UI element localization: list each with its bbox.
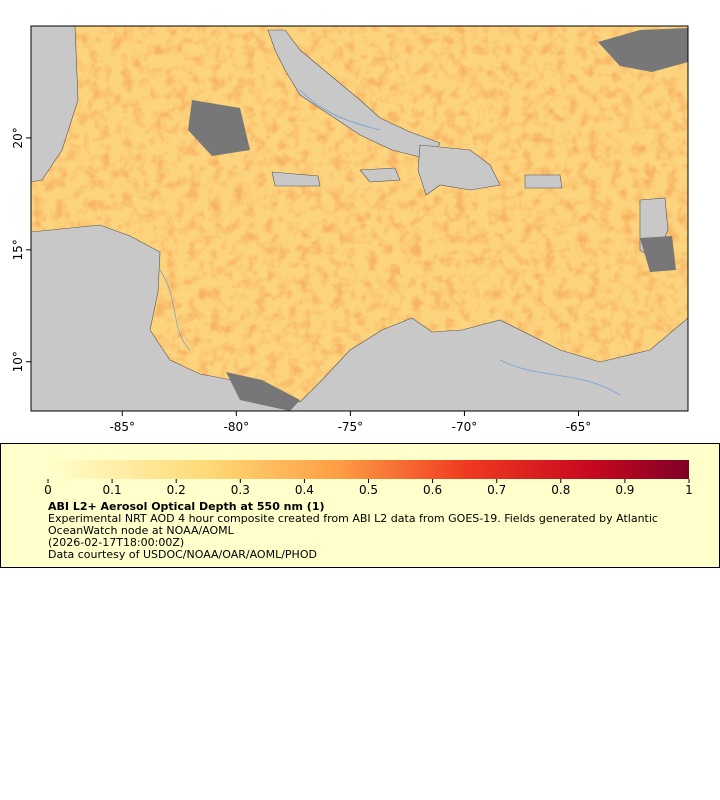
y-tick-label: 15° <box>11 239 25 260</box>
map: -85° -80° -75° -70° -65° 10° 15° 20° <box>11 25 689 434</box>
colorbar-tick-label: 0.1 <box>103 483 122 497</box>
colorbar-tick-label: 0.9 <box>615 483 634 497</box>
x-tick-label: -85° <box>109 420 135 434</box>
plot-frame <box>30 25 689 412</box>
map-raster <box>31 26 688 411</box>
colorbar-tick-label: 0.7 <box>487 483 506 497</box>
no-data <box>188 28 688 411</box>
legend-description: Experimental NRT AOD 4 hour composite cr… <box>48 512 658 537</box>
legend-time: (2026-02-17T18:00:00Z) <box>48 536 185 549</box>
colorbar-tick-label: 0.4 <box>295 483 314 497</box>
x-tick-label: -70° <box>452 420 478 434</box>
x-tick-label: -80° <box>224 420 250 434</box>
colorbar: 0 0.1 0.2 0.3 0.4 0.5 0.6 0.7 0.8 0.9 1 <box>44 460 693 497</box>
legend-text: ABI L2+ Aerosol Optical Depth at 550 nm … <box>48 501 698 561</box>
colorbar-tick-label: 0.8 <box>551 483 570 497</box>
rivers <box>159 89 621 396</box>
colorbar-tick-label: 1 <box>685 483 693 497</box>
y-tick-label: 20° <box>11 127 25 148</box>
x-tick-label: -75° <box>338 420 364 434</box>
colorbar-tick-label: 0.5 <box>359 483 378 497</box>
colorbar-scale <box>48 460 689 479</box>
x-tick-label: -65° <box>566 420 592 434</box>
y-tick-label: 10° <box>11 351 25 372</box>
colorbar-tick-label: 0.6 <box>423 483 442 497</box>
legend-title: ABI L2+ Aerosol Optical Depth at 550 nm … <box>48 500 325 513</box>
colorbar-tick-label: 0.2 <box>167 483 186 497</box>
colorbar-tick-label: 0 <box>44 483 52 497</box>
legend-panel: 0 0.1 0.2 0.3 0.4 0.5 0.6 0.7 0.8 0.9 1 ABI L2+ Ae… <box>0 443 720 568</box>
colorbar-tick-label: 0.3 <box>231 483 250 497</box>
legend-credit: Data courtesy of USDOC/NOAA/OAR/AOML/PHO… <box>48 548 317 561</box>
